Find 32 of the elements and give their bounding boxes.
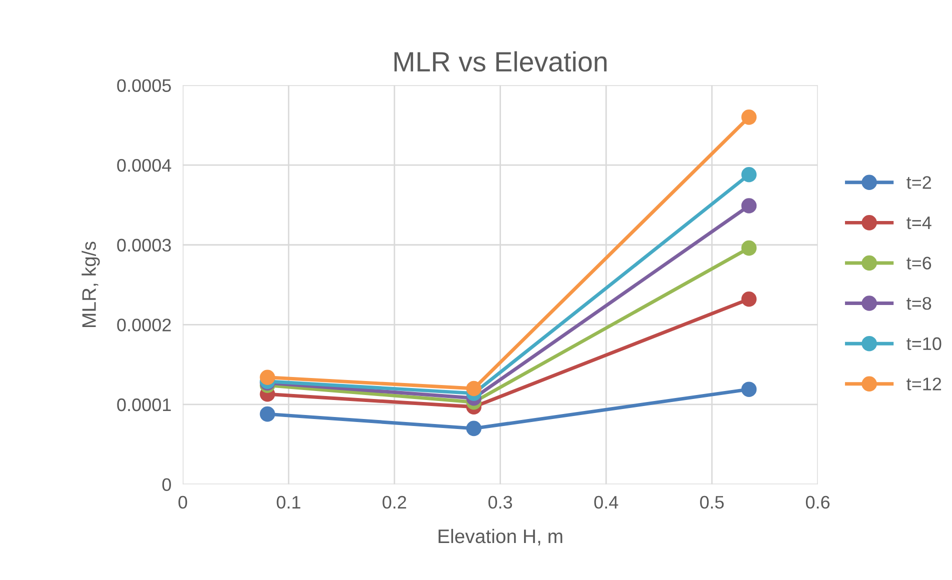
x-tick-label: 0.5: [700, 496, 724, 509]
point: [741, 382, 757, 397]
point: [741, 110, 757, 125]
x-axis-title: Elevation H, m: [438, 528, 562, 546]
y-tick-label: 0.0001: [117, 398, 171, 412]
legend-label: t=12: [906, 378, 942, 390]
legend-label: t=4: [906, 216, 932, 230]
y-tick-label: 0.0005: [117, 79, 171, 92]
x-tick-label: 0.1: [276, 496, 300, 509]
y-axis-title: MLR, kg/s: [82, 242, 100, 327]
x-tick-label: 0.3: [488, 496, 512, 509]
y-tick-label: 0.0002: [117, 318, 171, 332]
chart-title: MLR vs Elevation: [394, 51, 607, 72]
legend-label: t=10: [906, 337, 942, 350]
y-tick-label: 0: [162, 478, 171, 492]
legend-label: t=8: [906, 296, 932, 310]
point: [741, 292, 757, 307]
point: [260, 370, 276, 385]
point: [466, 420, 482, 436]
x-tick-label: 0: [178, 496, 188, 509]
point: [741, 167, 757, 182]
x-tick-label: 0.4: [594, 496, 618, 509]
y-tick-label: 0.0003: [117, 238, 171, 252]
x-tick-label: 0.6: [806, 496, 830, 509]
x-tick-label: 0.2: [382, 496, 406, 509]
point: [260, 406, 276, 422]
point: [741, 240, 757, 256]
y-tick-label: 0.0004: [117, 159, 172, 172]
legend-label: t=6: [906, 256, 932, 270]
legend-label: t=2: [906, 176, 931, 189]
point: [466, 380, 482, 396]
point: [741, 198, 757, 214]
